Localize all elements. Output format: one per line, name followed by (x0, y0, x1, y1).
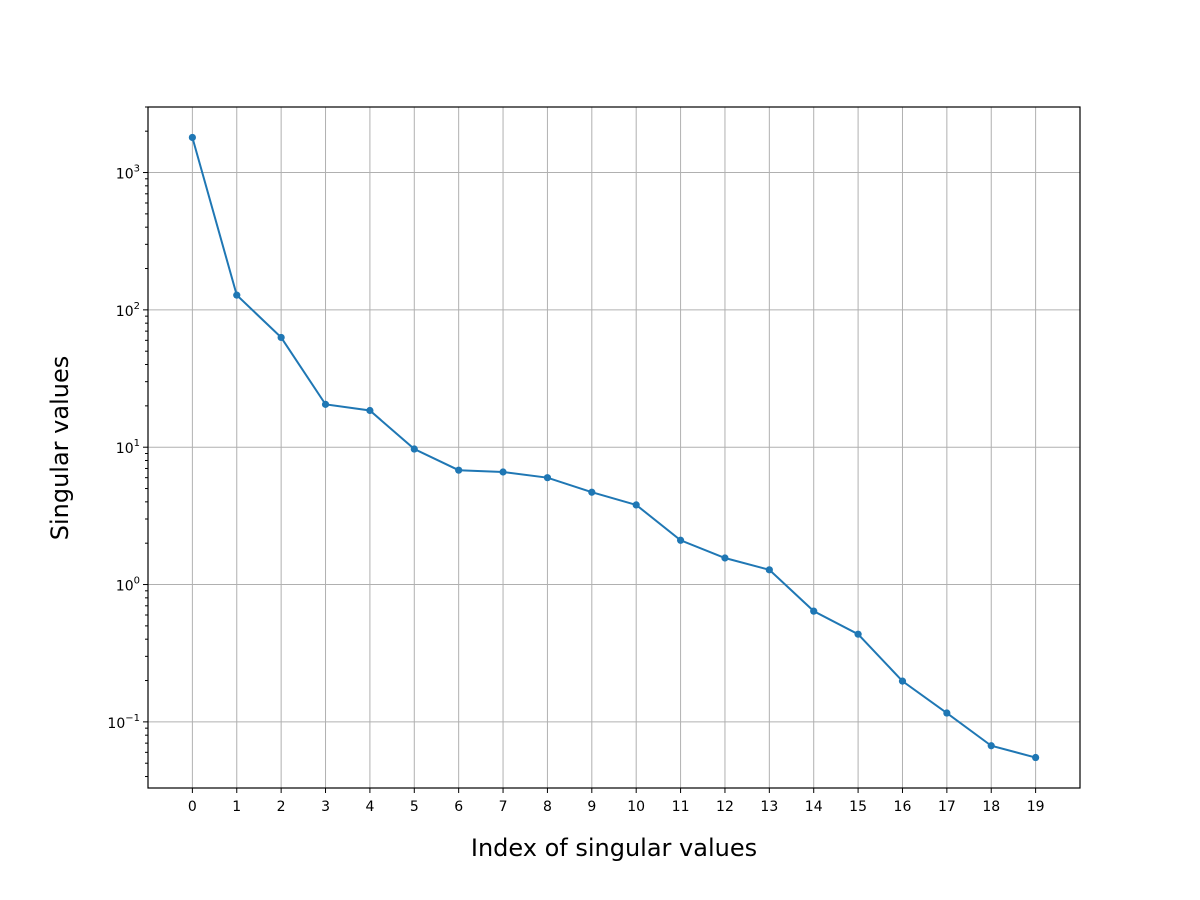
y-tick-label-exponent: −1 (125, 713, 140, 724)
x-tick-label: 2 (277, 799, 286, 815)
axis-ticks: 0 1 2 3 4 5 6 7 8 9 10 11 12 13 14 15 16 17 18 1910−1100101… (107, 164, 1044, 815)
grid (148, 107, 1080, 788)
x-tick-label: 1 (232, 799, 241, 815)
data-point (676, 536, 685, 544)
y-tick-label-base: 10 (116, 441, 134, 457)
x-tick-label: 13 (760, 799, 778, 815)
x-axis-label: Index of singular values (471, 834, 757, 862)
x-tick-label: 19 (1027, 799, 1045, 815)
data-point (810, 607, 818, 615)
x-tick-label: 18 (982, 799, 1000, 815)
x-tick-label: 5 (410, 799, 419, 815)
y-tick-label-exponent: 1 (134, 438, 140, 449)
x-tick-label: 3 (321, 799, 330, 815)
plot-frame (147, 106, 1081, 789)
series-layer (191, 137, 1036, 759)
data-point (321, 400, 330, 408)
y-tick-label: 10−1 (107, 713, 140, 732)
x-tick-label: 11 (672, 799, 690, 815)
x-tick-label: 10 (627, 799, 645, 815)
data-point (366, 406, 374, 415)
y-tick-label-exponent: 0 (134, 576, 140, 587)
data-point (543, 474, 552, 482)
data-points (188, 133, 1040, 762)
y-tick-label-exponent: 2 (134, 301, 140, 312)
x-tick-label: 17 (938, 799, 956, 815)
y-tick-label-base: 10 (107, 716, 125, 732)
data-point (1032, 753, 1040, 762)
y-tick-label: 101 (116, 438, 140, 457)
data-point (721, 554, 729, 562)
data-point (188, 133, 196, 142)
data-point (410, 445, 418, 453)
data-point (854, 630, 862, 638)
x-tick-label: 4 (365, 799, 374, 815)
data-point (455, 466, 463, 474)
x-tick-label: 0 (188, 799, 197, 815)
y-tick-label: 100 (116, 576, 140, 595)
data-point (233, 291, 241, 299)
x-tick-label: 9 (587, 799, 596, 815)
y-tick-label: 102 (116, 301, 140, 320)
y-tick-label-base: 10 (116, 167, 134, 183)
x-tick-label: 6 (454, 799, 463, 815)
x-tick-label: 14 (805, 799, 823, 815)
x-tick-label: 15 (849, 799, 867, 815)
data-point (987, 742, 995, 750)
y-tick-label-exponent: 3 (134, 164, 140, 175)
y-axis-label: Singular values (46, 356, 74, 541)
x-tick-label: 12 (716, 799, 734, 815)
data-point (499, 468, 507, 476)
x-tick-label: 7 (499, 799, 508, 815)
y-tick-label-base: 10 (116, 579, 134, 595)
data-point (765, 566, 773, 574)
data-point (898, 677, 907, 685)
series-line (191, 137, 1036, 759)
x-tick-label: 8 (543, 799, 552, 815)
y-tick-label-base: 10 (116, 304, 134, 320)
data-point (588, 488, 596, 496)
y-tick-label: 103 (116, 164, 140, 183)
data-point (632, 501, 640, 509)
data-point (943, 709, 951, 717)
data-point (277, 333, 285, 342)
x-tick-label: 16 (894, 799, 912, 815)
